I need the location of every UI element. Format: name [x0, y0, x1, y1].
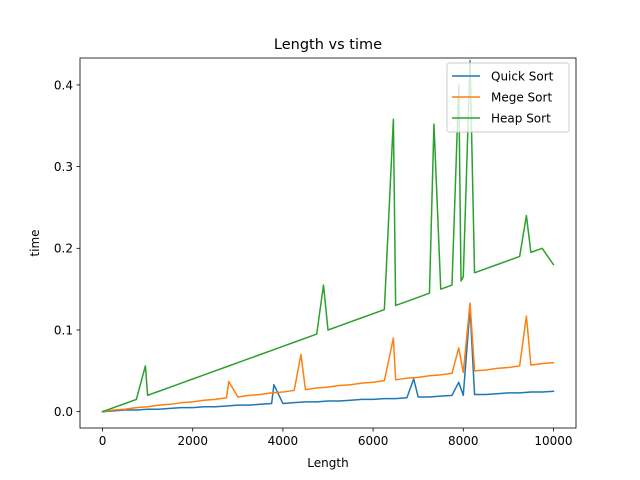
y-axis-label: time	[28, 229, 42, 256]
y-tick-label: 0.2	[54, 242, 73, 256]
x-tick-label: 0	[99, 434, 107, 448]
x-tick-label: 4000	[268, 434, 299, 448]
legend-label: Mege Sort	[491, 90, 552, 104]
y-tick-label: 0.0	[54, 405, 73, 419]
plot-frame	[79, 57, 577, 429]
y-tick-label: 0.3	[54, 160, 73, 174]
legend-label: Heap Sort	[491, 111, 551, 125]
x-tick-label: 6000	[358, 434, 389, 448]
y-tick-label: 0.1	[54, 323, 73, 337]
legend-box	[446, 62, 570, 133]
series-layer	[101, 59, 555, 413]
series-line-quick-sort	[101, 307, 555, 413]
series-line-mege-sort	[101, 302, 555, 413]
x-axis-label: Length	[307, 456, 348, 470]
legend-label: Quick Sort	[491, 69, 554, 83]
series-line-heap-sort	[101, 59, 555, 413]
x-axis: 0 2000 4000 6000 8000 10000	[99, 428, 573, 448]
y-tick-label: 0.4	[54, 78, 73, 92]
legend: Quick Sort Mege Sort Heap Sort	[446, 62, 570, 133]
chart-title: Length vs time	[274, 37, 382, 53]
x-tick-label: 2000	[177, 434, 208, 448]
x-tick-label: 10000	[534, 434, 572, 448]
x-tick-label: 8000	[448, 434, 479, 448]
y-axis: 0.0 0.1 0.2 0.3 0.4	[54, 78, 80, 419]
